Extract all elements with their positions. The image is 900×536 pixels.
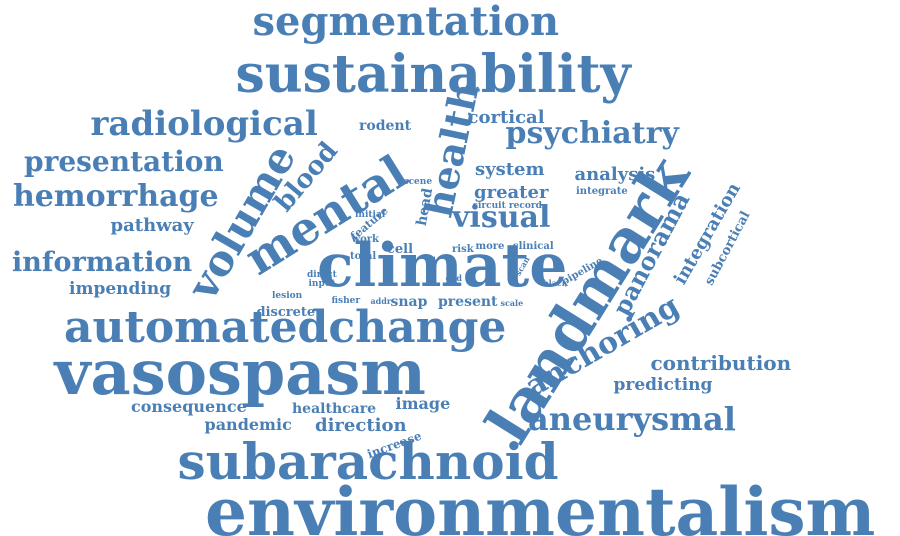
word-cell: cell (387, 241, 414, 257)
word-radiological: radiological (90, 104, 318, 144)
word-direct: direct (307, 269, 337, 280)
word-visual: visual (452, 200, 551, 235)
word-healthcare: healthcare (292, 401, 376, 417)
word-circuit-record: circuit record (472, 200, 542, 211)
word-rodent: rodent (359, 118, 412, 134)
word-head: head (413, 186, 437, 228)
word-cortical: cortical (467, 107, 545, 128)
word-segmentation: segmentation (252, 0, 560, 45)
word-more: more (475, 241, 505, 252)
word-information: information (12, 246, 193, 278)
word-snap: snap (390, 294, 428, 310)
word-pandemic: pandemic (204, 415, 292, 434)
word-aneurysmal: aneurysmal (528, 400, 736, 438)
word-vasospasm: vasospasm (54, 336, 426, 409)
word-risk: risk (452, 244, 474, 255)
word-predicting: predicting (613, 374, 713, 395)
word-climate: climate (317, 231, 568, 301)
word-present: present (438, 294, 498, 310)
word-hemorrhage: hemorrhage (13, 179, 219, 214)
word-psychiatry: psychiatry (505, 116, 679, 151)
word-environmentalism: environmentalism (205, 473, 876, 536)
word-clinical: clinical (512, 241, 554, 252)
word-work: work (351, 234, 379, 245)
word-sustainability: sustainability (235, 44, 631, 105)
word-fisher: fisher (331, 295, 361, 306)
word-scene: scene (403, 176, 433, 187)
word-greater: greater (474, 182, 549, 203)
word-total: total (350, 251, 377, 262)
word-scale: scale (500, 298, 524, 308)
word-contribution: contribution (650, 351, 792, 375)
word-brain: brain (426, 256, 437, 280)
word-initial: initial (355, 209, 386, 220)
word-odd: odd (445, 273, 463, 283)
word-addr: addr (370, 296, 392, 306)
word-input: input (308, 278, 336, 289)
word-system: system (475, 159, 545, 180)
word-presentation: presentation (24, 145, 224, 178)
word-integrate: integrate (576, 186, 628, 197)
word-direction: direction (315, 415, 407, 436)
word-consequence: consequence (131, 397, 247, 416)
word-image: image (395, 394, 451, 413)
word-discrete: discrete (256, 304, 316, 320)
word-impending: impending (69, 278, 172, 299)
word-automatedchange: automatedchange (64, 302, 507, 353)
word-lesion: lesion (272, 290, 303, 301)
word-black: black (543, 278, 568, 288)
word-analysis: analysis (574, 164, 656, 185)
word-subarachnoid: subarachnoid (177, 432, 559, 491)
word-pathway: pathway (110, 215, 194, 236)
